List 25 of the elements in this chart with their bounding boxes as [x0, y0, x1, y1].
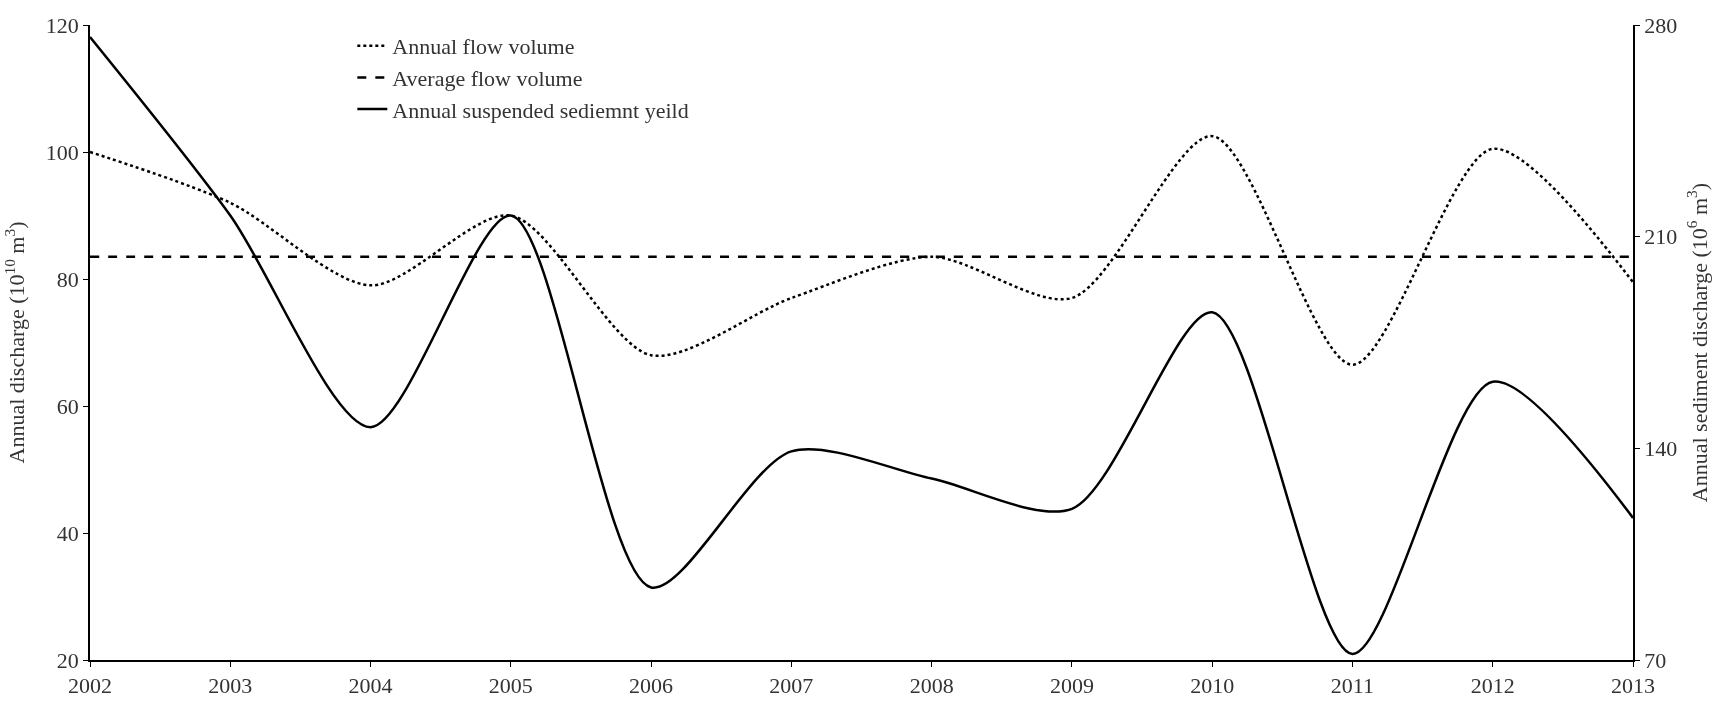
x-tick-label: 2003: [208, 673, 253, 699]
x-tick-label: 2012: [1470, 673, 1515, 699]
x-tick-label: 2005: [488, 673, 533, 699]
x-tick-label: 2008: [909, 673, 954, 699]
y2-tick-label: 280: [1644, 12, 1678, 38]
x-tick-label: 2006: [629, 673, 674, 699]
x-tick-label: 2011: [1330, 673, 1375, 699]
x-tick-label: 2007: [769, 673, 814, 699]
y-tick-label: 20: [56, 647, 79, 673]
x-tick-label: 2009: [1049, 673, 1094, 699]
x-tick-label: 2002: [68, 673, 112, 699]
x-tick-label: 2010: [1190, 673, 1235, 699]
legend-label: Annual flow volume: [392, 34, 575, 60]
y-tick-label: 40: [56, 520, 79, 546]
y2-tick-label: 210: [1644, 224, 1678, 250]
y-tick-label: 80: [56, 266, 79, 292]
legend-label: Average flow volume: [392, 65, 583, 91]
y2-tick-label: 140: [1644, 436, 1678, 462]
x-tick-label: 2013: [1611, 673, 1655, 699]
x-tick-label: 2004: [348, 673, 393, 699]
legend-label: Annual suspended sediemnt yeild: [392, 97, 689, 123]
y-tick-label: 120: [45, 12, 79, 38]
y2-tick-label: 70: [1644, 647, 1667, 673]
y-tick-label: 100: [45, 139, 79, 165]
y-tick-label: 60: [56, 393, 79, 419]
